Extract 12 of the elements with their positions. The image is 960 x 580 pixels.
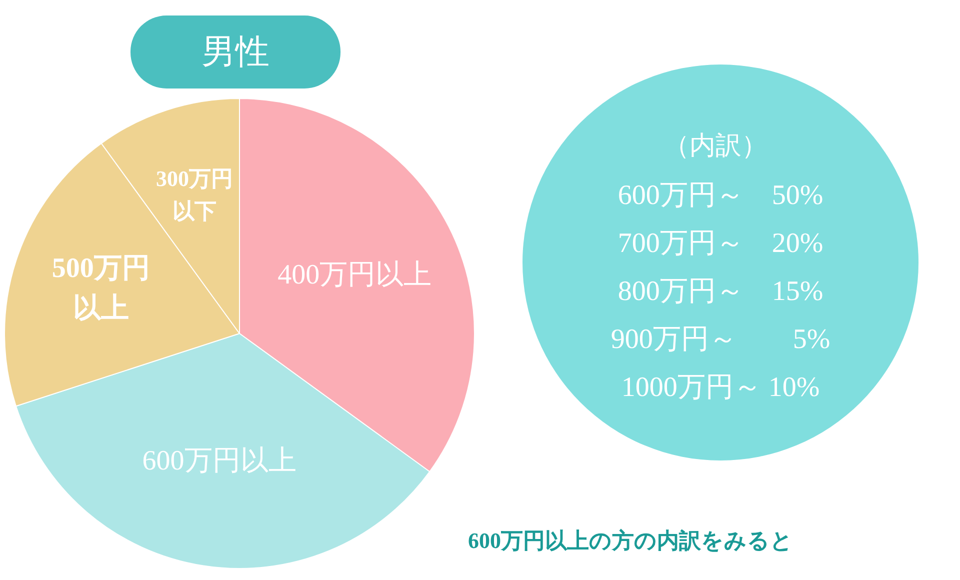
slice-label: 300万円以下	[156, 166, 233, 224]
text: （内訳）	[664, 131, 768, 160]
text: 700万円～ 20%	[618, 228, 824, 259]
slice-label: 400万円以上	[278, 259, 432, 290]
text: 800万円～ 15%	[618, 276, 824, 307]
text: 1000万円～ 10%	[621, 372, 820, 403]
slice-label: 500万円以上	[52, 252, 150, 324]
chart-title: 男性	[202, 34, 270, 71]
text: 600万円以上の方の内訳をみると	[468, 528, 793, 553]
slice-label: 600万円以上	[142, 446, 296, 477]
text: 600万円～ 50%	[618, 180, 824, 211]
text: 900万円～ 5%	[610, 324, 830, 355]
